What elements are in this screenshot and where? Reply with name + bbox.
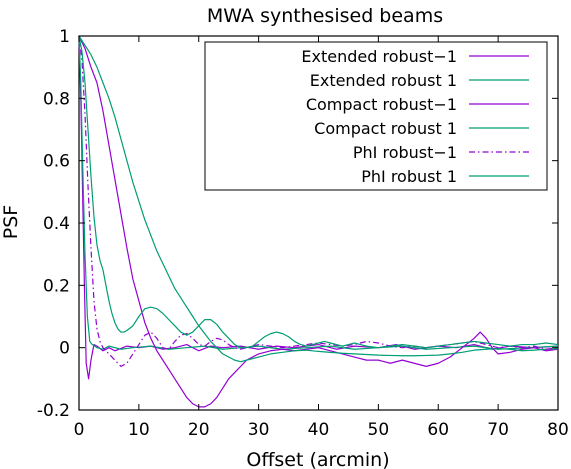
y-tick-label-5: 0.8 [43, 89, 70, 109]
x-tick-label-5: 50 [368, 420, 390, 440]
y-tick-label-4: 0.6 [43, 152, 70, 172]
y-axis-label: PSF [0, 205, 22, 239]
tick-layer: 0 10 20 30 40 50 60 70 80-0.200.20.40.60.81 [37, 27, 569, 440]
x-tick-label-4: 40 [308, 420, 330, 440]
y-tick-label-0: -0.2 [37, 401, 70, 421]
x-tick-label-1: 10 [128, 420, 150, 440]
x-tick-label-7: 70 [487, 420, 509, 440]
x-tick-label-6: 60 [427, 420, 449, 440]
x-tick-label-0: 0 [74, 420, 85, 440]
legend-label-0: Extended robust−1 [301, 47, 457, 66]
legend: Extended robust−1 Extended robust 1 Compac… [204, 41, 548, 191]
legend-label-1: Extended robust 1 [310, 71, 457, 90]
y-tick-label-2: 0.2 [43, 276, 70, 296]
legend-label-3: Compact robust 1 [314, 119, 457, 138]
legend-label-4: PhI robust−1 [353, 143, 457, 162]
series-layer [78, 35, 559, 408]
legend-box [204, 41, 548, 191]
series-line-5 [78, 35, 559, 349]
chart-title: MWA synthesised beams [207, 5, 443, 27]
x-axis-label: Offset (arcmin) [246, 449, 389, 469]
y-tick-label-6: 1 [59, 27, 70, 47]
series-line-3 [78, 35, 559, 363]
legend-label-2: Compact robust−1 [306, 95, 457, 114]
y-tick-label-1: 0 [59, 339, 70, 359]
x-tick-label-2: 20 [188, 420, 210, 440]
y-tick-label-3: 0.4 [43, 214, 70, 234]
x-tick-label-3: 30 [248, 420, 270, 440]
x-tick-label-8: 80 [547, 420, 569, 440]
legend-label-5: PhI robust 1 [361, 167, 457, 186]
